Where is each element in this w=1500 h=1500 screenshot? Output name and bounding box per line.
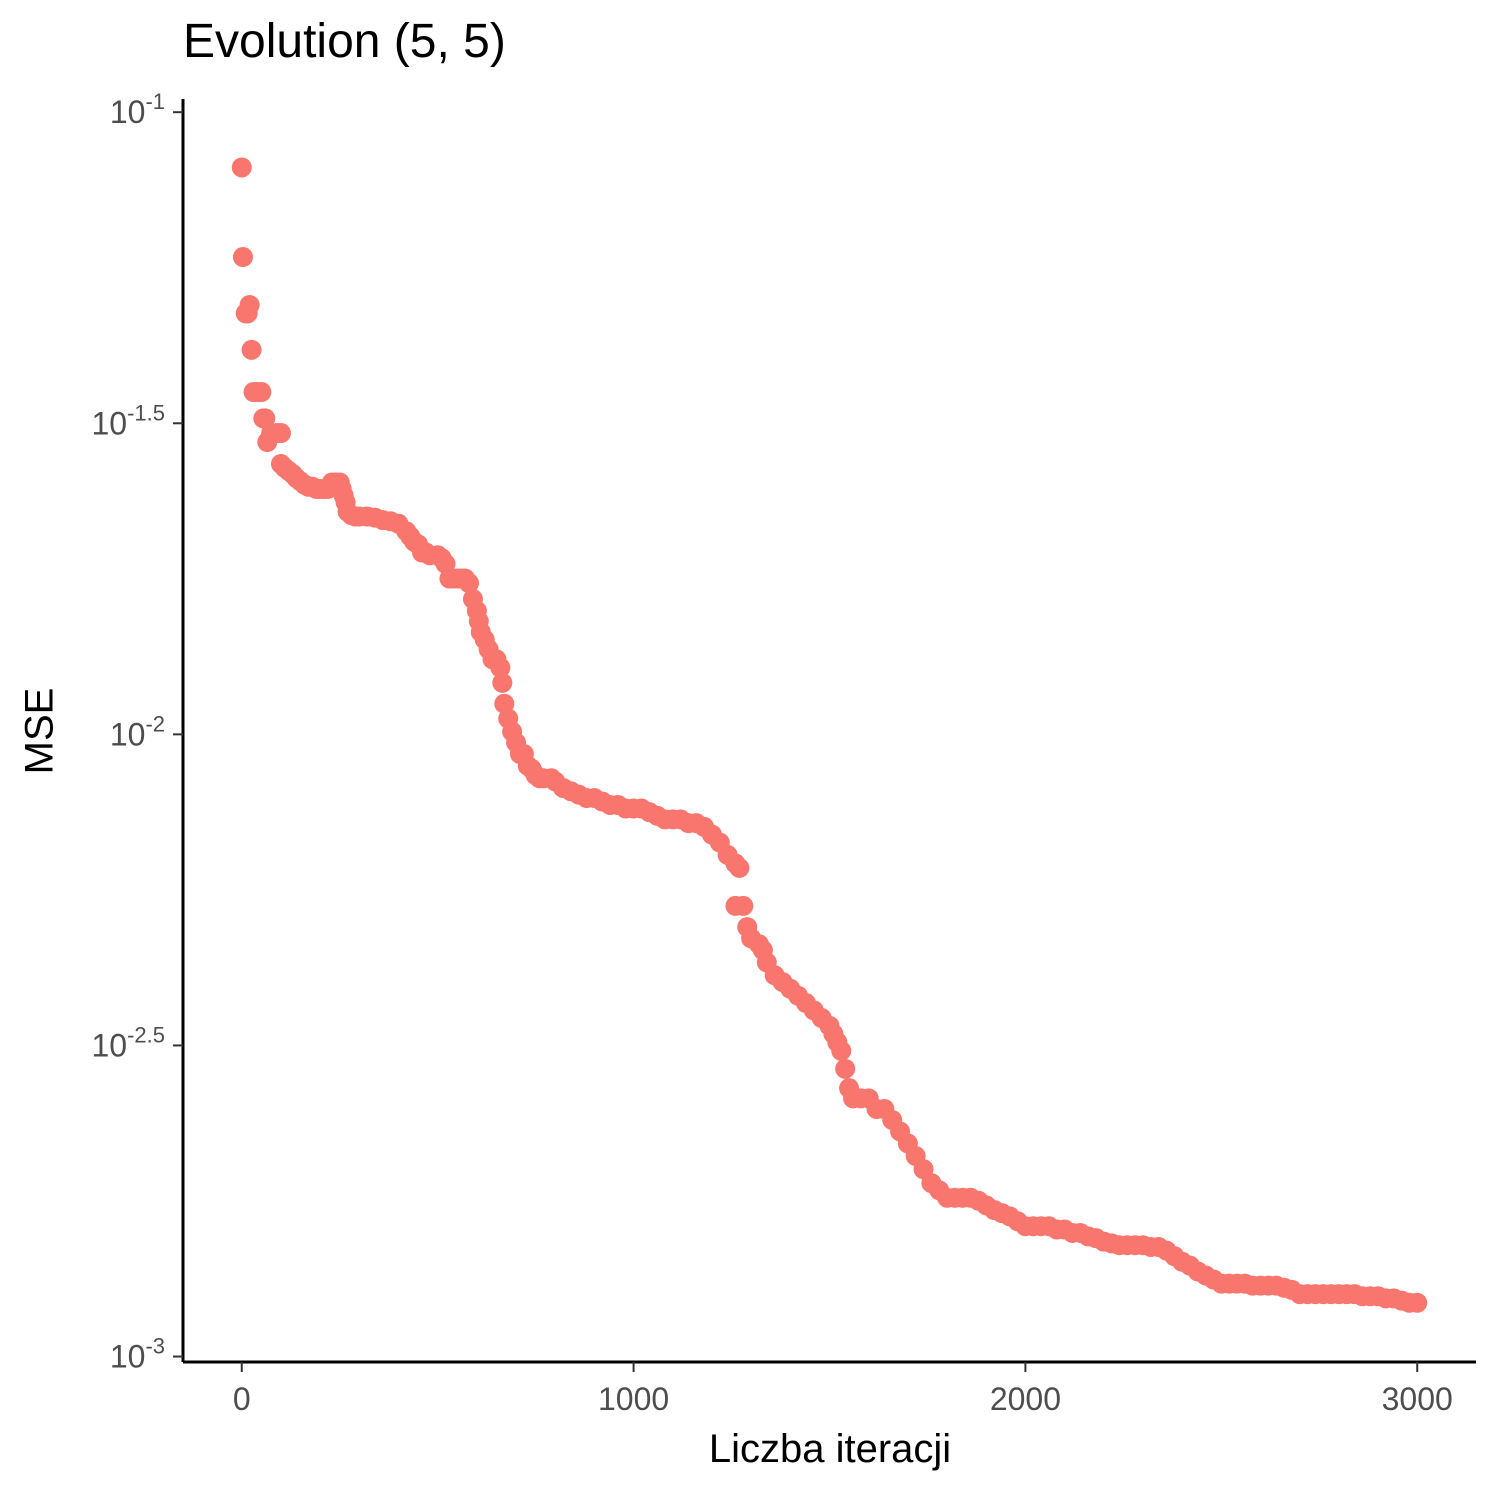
- x-tick-label: 2000: [990, 1381, 1061, 1417]
- points-layer: [231, 157, 1428, 1313]
- data-point: [831, 1040, 852, 1061]
- y-tick-label-exponent: -2: [145, 711, 165, 736]
- x-tick-label: 0: [233, 1381, 251, 1417]
- y-tick-label-exponent: -1.5: [127, 400, 165, 425]
- data-point: [729, 857, 750, 878]
- y-axis-title: MSE: [17, 687, 62, 775]
- y-tick-label-base: 10: [91, 1027, 127, 1063]
- data-point: [1407, 1292, 1428, 1313]
- y-tick-label-exponent: -2.5: [127, 1022, 165, 1047]
- y-tick-label-base: 10: [110, 716, 146, 752]
- y-tick-label-exponent: -3: [145, 1334, 165, 1359]
- y-ticks-layer: 10-110-1.510-210-2.510-3: [91, 89, 183, 1375]
- x-tick-label: 3000: [1382, 1381, 1453, 1417]
- y-tick-label-exponent: -1: [145, 89, 165, 114]
- data-point: [239, 294, 260, 315]
- axes-layer: [181, 99, 1476, 1364]
- data-point: [231, 157, 252, 178]
- x-ticks-layer: 0 1000 2000 3000: [233, 1362, 1453, 1417]
- y-tick-label: 10-2.5: [91, 1022, 165, 1063]
- x-axis-title: Liczba iteracji: [708, 1427, 952, 1471]
- y-tick-label: 10-1.5: [91, 400, 165, 441]
- data-point: [270, 423, 291, 444]
- y-tick-label-base: 10: [110, 94, 146, 130]
- data-point: [835, 1058, 856, 1079]
- y-tick-label: 10-1: [110, 89, 165, 130]
- y-tick-label-base: 10: [91, 405, 127, 441]
- data-point: [733, 895, 754, 916]
- data-point: [492, 672, 513, 693]
- y-tick-label: 10-2: [110, 711, 165, 752]
- data-point: [251, 382, 272, 403]
- y-tick-label: 10-3: [110, 1334, 165, 1375]
- data-point: [459, 573, 480, 594]
- data-point: [232, 247, 253, 268]
- x-tick-label: 1000: [598, 1381, 669, 1417]
- data-point: [241, 339, 262, 360]
- data-point: [490, 657, 511, 678]
- y-tick-label-base: 10: [110, 1339, 146, 1375]
- chart-title: Evolution (5, 5): [183, 15, 506, 68]
